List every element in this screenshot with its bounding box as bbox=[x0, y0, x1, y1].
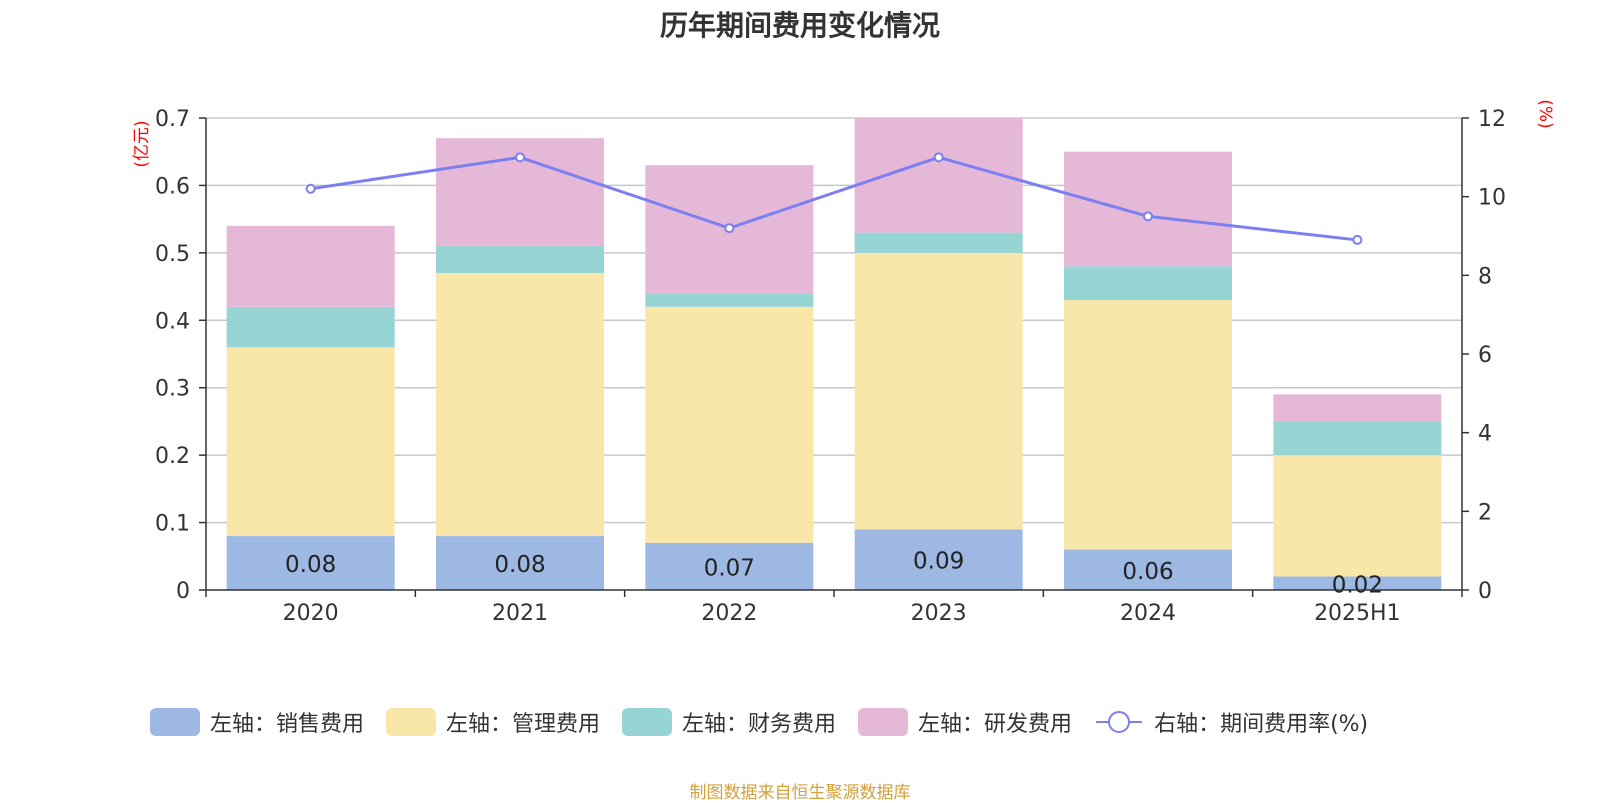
legend-swatch bbox=[386, 708, 437, 736]
bar-data-label: 0.08 bbox=[285, 552, 336, 578]
legend-item[interactable]: 左轴：财务费用 bbox=[622, 706, 836, 738]
legend-item[interactable]: 左轴：销售费用 bbox=[150, 706, 364, 738]
right-tick-label: 6 bbox=[1478, 343, 1492, 368]
bar-segment-admin bbox=[436, 273, 604, 537]
bar-segment-finance bbox=[1064, 266, 1232, 301]
bar-segment-finance bbox=[226, 306, 395, 348]
bar-segment-sales bbox=[226, 536, 395, 590]
left-tick-label: 0.7 bbox=[155, 107, 190, 132]
bar-segment-finance bbox=[1273, 421, 1442, 456]
legend-label: 左轴：研发费用 bbox=[918, 712, 1073, 737]
data-source-note: 制图数据来自恒生聚源数据库 bbox=[689, 783, 911, 803]
right-tick-label: 2 bbox=[1478, 500, 1492, 525]
legend-swatch bbox=[622, 708, 673, 736]
rate-line bbox=[310, 155, 1358, 242]
left-axis-title: (亿元) bbox=[132, 120, 152, 167]
legend-label: 右轴：期间费用率(%) bbox=[1154, 712, 1369, 737]
chart-title: 历年期间费用变化情况 bbox=[659, 9, 940, 42]
x-tick-label: 2023 bbox=[911, 601, 967, 626]
left-tick-label: 0.1 bbox=[155, 512, 190, 537]
x-tick-label: 2020 bbox=[283, 601, 339, 626]
bar-segment-finance bbox=[436, 246, 604, 274]
rate-point bbox=[515, 152, 525, 163]
bar-segment-finance bbox=[854, 232, 1023, 253]
left-tick-label: 0.3 bbox=[155, 377, 190, 402]
legend-swatch bbox=[858, 708, 909, 736]
rate-point bbox=[933, 152, 944, 163]
bar-segment-rd bbox=[1064, 151, 1232, 267]
right-tick-label: 8 bbox=[1478, 264, 1492, 289]
x-tick-label: 2024 bbox=[1120, 601, 1176, 626]
right-tick-label: 0 bbox=[1478, 579, 1492, 604]
legend-item[interactable]: 左轴：管理费用 bbox=[386, 706, 600, 738]
bar-data-label: 0.08 bbox=[494, 552, 545, 578]
rate-point bbox=[305, 183, 316, 194]
bar-segment-admin bbox=[645, 306, 814, 543]
bar-segment-sales bbox=[436, 536, 604, 590]
x-tick-label: 2022 bbox=[701, 601, 757, 626]
bar-data-label: 0.06 bbox=[1122, 559, 1173, 585]
legend-item[interactable]: 右轴：期间费用率(%) bbox=[1094, 706, 1368, 738]
bar-segment-admin bbox=[1273, 455, 1442, 577]
x-tick-label: 2025H1 bbox=[1314, 601, 1401, 626]
legend-label: 左轴：销售费用 bbox=[210, 712, 365, 737]
bar-segment-sales bbox=[645, 542, 814, 590]
bar-data-label: 0.07 bbox=[704, 555, 755, 581]
legend-label: 左轴：财务费用 bbox=[682, 712, 837, 737]
left-tick-label: 0.2 bbox=[155, 444, 190, 469]
rate-point bbox=[1143, 211, 1153, 222]
left-tick-label: 0.4 bbox=[155, 309, 190, 334]
right-tick-label: 4 bbox=[1478, 422, 1492, 447]
bar-data-label: 0.09 bbox=[913, 549, 964, 575]
right-axis-title: (%) bbox=[1535, 99, 1555, 128]
chart-plot: 0 0.1 0.2 0.3 0.4 0.5 0.6 0.7 0 2 4 6 8 10 12 (亿元) (%) 0.… bbox=[132, 99, 1555, 626]
rate-point bbox=[724, 223, 735, 234]
bar-segment-admin bbox=[226, 347, 395, 537]
bar-segment-sales bbox=[1273, 576, 1442, 590]
bar-segment-finance bbox=[645, 293, 814, 307]
right-tick-label: 10 bbox=[1478, 186, 1506, 211]
bar-data-label: 0.02 bbox=[1332, 572, 1383, 598]
legend-swatch bbox=[150, 708, 200, 736]
chart-legend: 左轴：销售费用 左轴：管理费用 左轴：财务费用 左轴：研发费用 右轴：期间费用率(%) bbox=[150, 706, 1390, 738]
left-tick-label: 0 bbox=[176, 579, 190, 604]
x-tick-label: 2021 bbox=[492, 601, 548, 626]
legend-label: 左轴：管理费用 bbox=[446, 712, 601, 737]
bar-segment-rd bbox=[226, 225, 395, 307]
left-tick-label: 0.6 bbox=[155, 174, 190, 199]
bar-segment-admin bbox=[854, 252, 1023, 530]
legend-line-marker-icon bbox=[1094, 708, 1144, 736]
legend-item[interactable]: 左轴：研发费用 bbox=[858, 706, 1072, 738]
bar-segment-sales bbox=[854, 529, 1023, 590]
left-tick-label: 0.5 bbox=[155, 242, 190, 267]
rate-point bbox=[1352, 234, 1363, 245]
right-tick-label: 12 bbox=[1478, 107, 1506, 132]
bar-segment-sales bbox=[1064, 549, 1232, 590]
bar-segment-rd bbox=[1273, 394, 1442, 422]
bar-segment-admin bbox=[1064, 300, 1232, 550]
